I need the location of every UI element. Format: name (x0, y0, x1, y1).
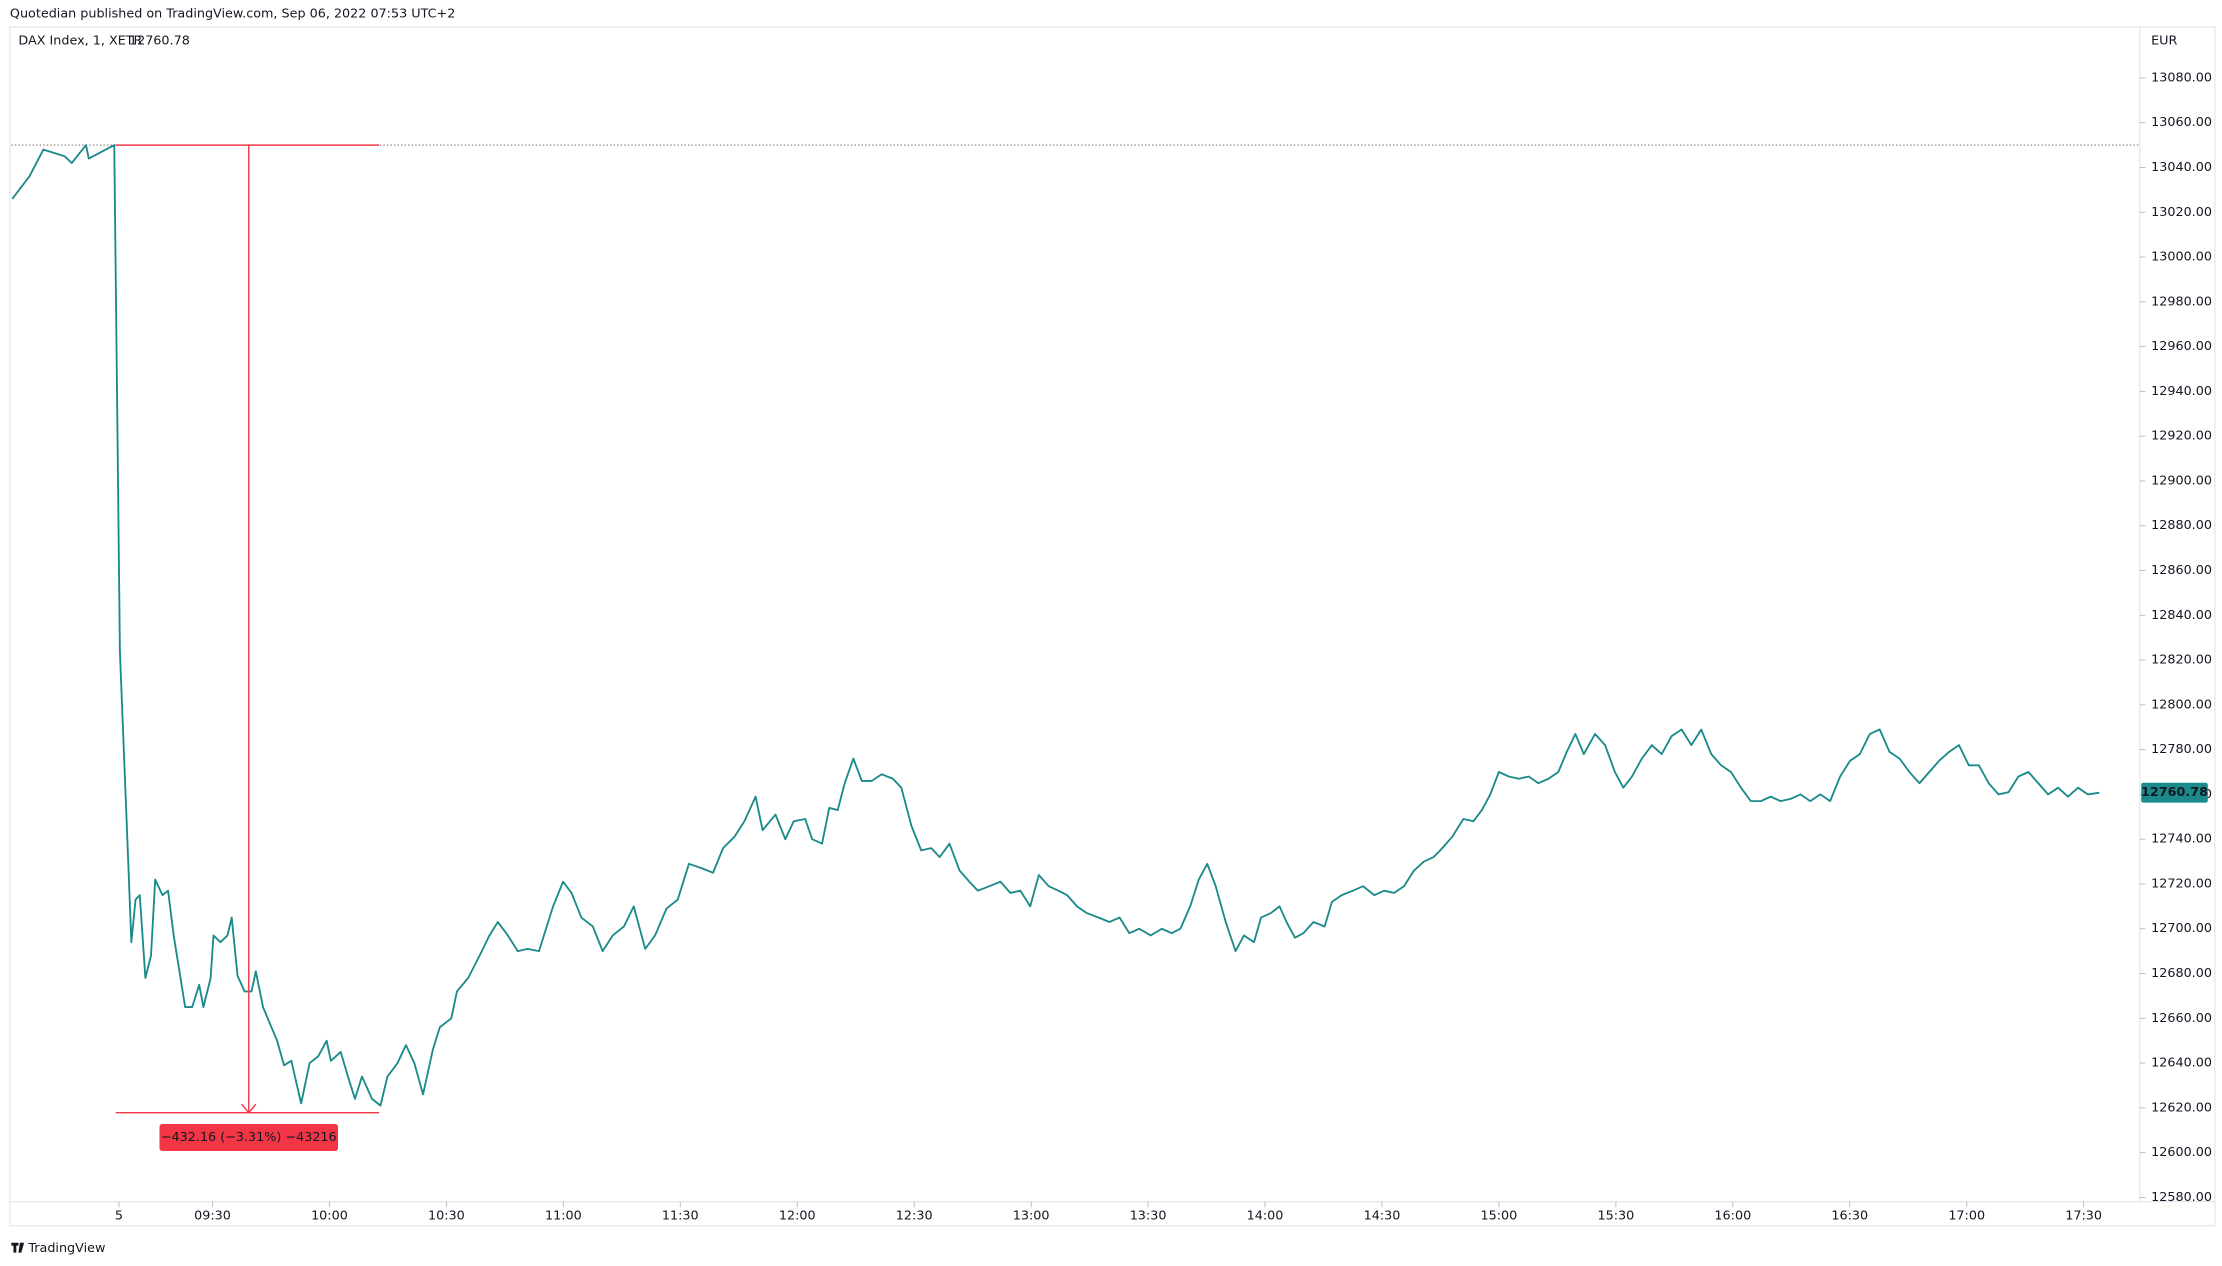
y-tick-label: 13040.00 (2151, 160, 2212, 175)
publisher: Quotedian published on TradingView.com, … (10, 7, 455, 22)
currency: EUR (2151, 34, 2177, 49)
x-tick-label: 17:00 (1948, 1208, 1985, 1223)
x-tick-label: 15:00 (1481, 1208, 1518, 1223)
x-tick-label: 11:00 (545, 1208, 582, 1223)
x-tick-label: 14:30 (1364, 1208, 1401, 1223)
x-tick-label: 11:30 (662, 1208, 699, 1223)
x-tick-label: 16:00 (1714, 1208, 1751, 1223)
measure-label: −432.16 (−3.31%) −43216 (159, 1124, 339, 1151)
y-tick-label: 12960.00 (2151, 339, 2212, 354)
y-tick-label: 12600.00 (2151, 1145, 2212, 1160)
price-line (11, 144, 2100, 1107)
frame (9, 26, 2216, 1227)
x-tick-label: 09:30 (194, 1208, 231, 1223)
x-tick-label: 13:00 (1013, 1208, 1050, 1223)
y-tick-label: 13060.00 (2151, 115, 2212, 130)
y-tick-label: 12840.00 (2151, 608, 2212, 623)
x-tick-label: 14:00 (1247, 1208, 1284, 1223)
y-tick-label: 12860.00 (2151, 563, 2212, 578)
footer-text: TradingView (27, 1241, 105, 1256)
measure-arrowhead (241, 1103, 257, 1114)
last-value-badge (2141, 782, 2208, 803)
x-tick-label: 16:30 (1831, 1208, 1868, 1223)
x-tick-label: 10:30 (428, 1208, 465, 1223)
y-tick-label: 12800.00 (2151, 697, 2212, 712)
y-tick-label: 12640.00 (2151, 1056, 2212, 1071)
y-tick-label: 13080.00 (2151, 70, 2212, 85)
y-tick-label: 12660.00 (2151, 1011, 2212, 1026)
last-value-badge-text: 12760.78 (2141, 785, 2208, 800)
x-tick-label: 10:00 (311, 1208, 348, 1223)
x-tick-label: 13:30 (1130, 1208, 1167, 1223)
y-tick-label: 12940.00 (2151, 384, 2212, 399)
y-tick-label: 12820.00 (2151, 653, 2212, 668)
y-tick-label: 12900.00 (2151, 473, 2212, 488)
x-tick-label: 5 (115, 1208, 123, 1223)
symbol: DAX Index, 1, XETR (18, 34, 142, 49)
y-tick-label: 12920.00 (2151, 429, 2212, 444)
y-tick-label: 12780.00 (2151, 742, 2212, 757)
y-tick-label: 12740.00 (2151, 832, 2212, 847)
last-value: 12760.78 (129, 34, 190, 49)
y-tick-label: 12620.00 (2151, 1100, 2212, 1115)
x-tick-label: 12:30 (896, 1208, 933, 1223)
y-tick-label: 13000.00 (2151, 250, 2212, 265)
y-tick-label: 12680.00 (2151, 966, 2212, 981)
y-tick-label: 12720.00 (2151, 876, 2212, 891)
measure-label-text: −432.16 (−3.31%) −43216 (161, 1130, 337, 1145)
x-tick-label: 17:30 (2065, 1208, 2102, 1223)
y-tick-label: 12880.00 (2151, 518, 2212, 533)
measure-label-box (159, 1124, 339, 1151)
y-tick-label: 12700.00 (2151, 921, 2212, 936)
tv-logo: TradingView (11, 1241, 105, 1256)
x-tick-label: 15:30 (1597, 1208, 1634, 1223)
y-tick-label: 12580.00 (2151, 1190, 2212, 1205)
y-tick-label: 12980.00 (2151, 294, 2212, 309)
x-tick-label: 12:00 (779, 1208, 816, 1223)
y-tick-label: 13020.00 (2151, 205, 2212, 220)
